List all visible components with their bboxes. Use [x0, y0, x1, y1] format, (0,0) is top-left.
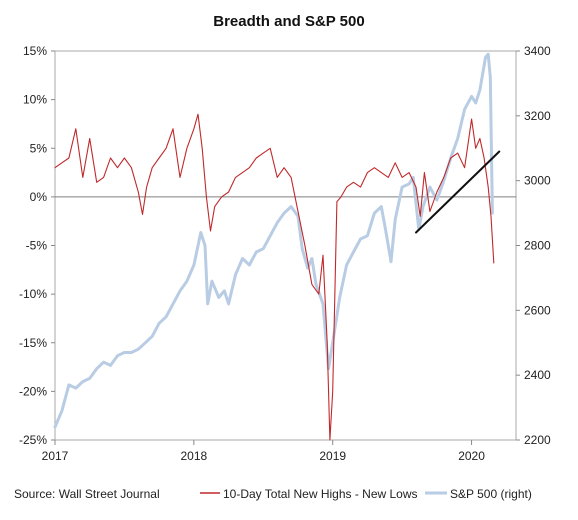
series-layer [53, 52, 501, 441]
y-left-tick-label: -5% [26, 239, 48, 253]
x-tick-label: 2019 [319, 449, 346, 463]
y-left-tick-label: 0% [30, 190, 48, 204]
y-left-tick-label: -10% [19, 287, 47, 301]
x-tick-label: 2017 [42, 449, 69, 463]
trendline [415, 150, 501, 234]
y-left-tick-label: 10% [23, 93, 47, 107]
y-right-tick-label: 3200 [524, 109, 551, 123]
plot-frame [54, 50, 517, 441]
y-right-tick-label: 2200 [524, 433, 551, 447]
axes: 15% 10% 5% 0% -5% -10% -15% -20% -25% 3400 3200 300… [19, 44, 551, 463]
breadth-line [54, 113, 495, 441]
y-left-tick-label: -25% [19, 433, 47, 447]
y-right-tick-label: 2400 [524, 368, 551, 382]
source-note: Source: Wall Street Journal [14, 487, 160, 501]
sp500-line [53, 52, 494, 429]
y-left-tick-label: 15% [23, 44, 47, 58]
y-left-tick-label: -20% [19, 384, 47, 398]
y-left-tick-label: -15% [19, 336, 47, 350]
legend-label-breadth: 10-Day Total New Highs - New Lows [223, 487, 418, 501]
chart-title: Breadth and S&P 500 [213, 13, 364, 30]
y-right-tick-label: 2600 [524, 303, 551, 317]
y-left-tick-label: 5% [30, 141, 48, 155]
y-right-tick-label: 3400 [524, 44, 551, 58]
legend-label-sp500: S&P 500 (right) [450, 487, 532, 501]
x-tick-label: 2020 [458, 449, 485, 463]
x-tick-label: 2018 [181, 449, 208, 463]
y-right-tick-label: 2800 [524, 239, 551, 253]
y-right-tick-label: 3000 [524, 174, 551, 188]
